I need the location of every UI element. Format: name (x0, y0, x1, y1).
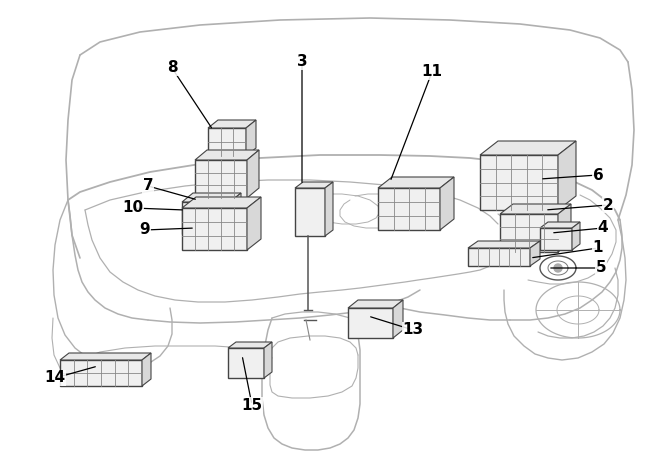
Text: 10: 10 (123, 200, 144, 215)
Polygon shape (558, 141, 576, 210)
Polygon shape (325, 182, 333, 236)
Polygon shape (500, 214, 558, 252)
Polygon shape (182, 193, 241, 202)
Text: 9: 9 (140, 222, 150, 238)
Text: 1: 1 (593, 241, 603, 255)
Polygon shape (295, 188, 325, 236)
Text: 6: 6 (593, 168, 603, 183)
Polygon shape (468, 241, 540, 248)
Text: 7: 7 (143, 178, 154, 193)
Polygon shape (540, 222, 580, 228)
Text: 8: 8 (166, 61, 177, 76)
Polygon shape (60, 353, 151, 360)
Polygon shape (572, 222, 580, 250)
Polygon shape (230, 193, 241, 234)
Text: 14: 14 (45, 370, 66, 385)
Polygon shape (264, 342, 272, 378)
Text: 3: 3 (297, 55, 307, 70)
Polygon shape (208, 120, 256, 128)
Polygon shape (247, 197, 261, 250)
Polygon shape (182, 202, 230, 234)
Polygon shape (228, 342, 272, 348)
Polygon shape (558, 204, 571, 252)
Polygon shape (295, 182, 333, 188)
Polygon shape (440, 177, 454, 230)
Polygon shape (500, 204, 571, 214)
Polygon shape (228, 348, 264, 378)
Polygon shape (393, 300, 403, 338)
Text: 4: 4 (598, 220, 608, 235)
Polygon shape (142, 353, 151, 386)
Polygon shape (468, 248, 530, 266)
Polygon shape (480, 141, 576, 155)
Polygon shape (195, 150, 259, 160)
Polygon shape (182, 208, 247, 250)
Polygon shape (378, 177, 454, 188)
Polygon shape (540, 228, 572, 250)
Polygon shape (348, 308, 393, 338)
Polygon shape (378, 188, 440, 230)
Text: 13: 13 (402, 323, 424, 338)
Text: 15: 15 (241, 397, 263, 412)
Polygon shape (195, 160, 247, 198)
Polygon shape (530, 241, 540, 266)
Polygon shape (60, 360, 142, 386)
Polygon shape (208, 128, 246, 156)
Text: 5: 5 (596, 261, 606, 276)
Polygon shape (480, 155, 558, 210)
Polygon shape (182, 197, 261, 208)
Polygon shape (246, 120, 256, 156)
Polygon shape (348, 300, 403, 308)
Circle shape (554, 264, 562, 272)
Polygon shape (247, 150, 259, 198)
Text: 11: 11 (421, 64, 442, 79)
Text: 2: 2 (602, 198, 613, 212)
